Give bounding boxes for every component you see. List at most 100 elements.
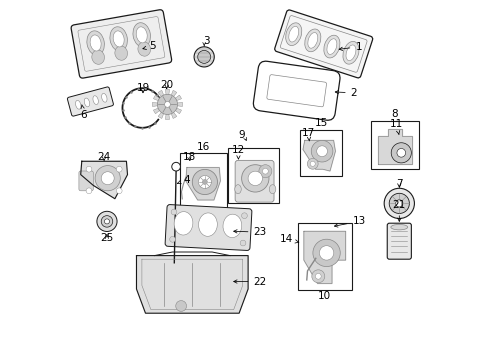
Wedge shape: [167, 102, 182, 107]
Circle shape: [390, 143, 410, 163]
Text: 3: 3: [202, 36, 209, 46]
Ellipse shape: [76, 100, 81, 109]
Text: 11: 11: [389, 119, 403, 135]
Text: 13: 13: [334, 216, 365, 227]
Ellipse shape: [323, 35, 339, 58]
Circle shape: [395, 200, 402, 207]
Wedge shape: [152, 102, 167, 107]
Circle shape: [319, 246, 333, 260]
Circle shape: [95, 166, 120, 191]
Circle shape: [311, 270, 324, 283]
Text: 16: 16: [196, 141, 209, 152]
Text: 14: 14: [279, 234, 298, 244]
FancyBboxPatch shape: [79, 171, 93, 191]
Circle shape: [194, 47, 214, 67]
Ellipse shape: [138, 42, 150, 56]
Circle shape: [175, 301, 186, 311]
Circle shape: [312, 239, 340, 266]
Text: 25: 25: [100, 233, 113, 243]
Ellipse shape: [390, 225, 407, 230]
Text: 17: 17: [302, 128, 315, 141]
Wedge shape: [165, 104, 169, 120]
Ellipse shape: [288, 26, 298, 42]
Wedge shape: [167, 90, 176, 104]
Polygon shape: [377, 129, 411, 164]
Polygon shape: [136, 256, 247, 313]
Text: 9: 9: [238, 130, 245, 140]
Polygon shape: [185, 168, 220, 200]
Ellipse shape: [269, 185, 275, 194]
Ellipse shape: [198, 213, 217, 236]
Text: 1: 1: [339, 42, 361, 52]
Text: 23: 23: [233, 227, 266, 237]
FancyBboxPatch shape: [71, 10, 171, 78]
Circle shape: [388, 193, 408, 213]
Ellipse shape: [174, 212, 192, 235]
Wedge shape: [153, 95, 167, 104]
Circle shape: [86, 188, 92, 194]
Circle shape: [157, 94, 177, 114]
Circle shape: [241, 165, 268, 192]
Ellipse shape: [346, 45, 355, 60]
Ellipse shape: [342, 41, 358, 64]
Circle shape: [309, 161, 315, 166]
FancyBboxPatch shape: [274, 10, 372, 78]
Circle shape: [116, 188, 122, 194]
Wedge shape: [165, 89, 169, 104]
Text: 7: 7: [395, 179, 402, 189]
FancyBboxPatch shape: [165, 204, 251, 251]
Circle shape: [197, 50, 210, 63]
Circle shape: [192, 169, 217, 194]
Text: 5: 5: [142, 41, 156, 51]
Circle shape: [101, 216, 113, 227]
Circle shape: [169, 237, 175, 242]
Ellipse shape: [234, 185, 241, 194]
Text: 19: 19: [136, 83, 149, 93]
Ellipse shape: [304, 29, 320, 52]
Circle shape: [86, 166, 92, 172]
Ellipse shape: [90, 35, 101, 51]
Text: 20: 20: [160, 80, 173, 90]
Circle shape: [262, 168, 268, 174]
Circle shape: [311, 140, 332, 162]
Circle shape: [396, 148, 405, 157]
FancyBboxPatch shape: [235, 161, 273, 202]
Polygon shape: [81, 161, 127, 199]
Text: 24: 24: [97, 152, 110, 162]
Circle shape: [306, 158, 318, 169]
Ellipse shape: [84, 98, 89, 107]
Circle shape: [247, 171, 262, 186]
Text: 18: 18: [182, 152, 195, 162]
Ellipse shape: [102, 93, 107, 102]
Ellipse shape: [87, 31, 104, 55]
FancyBboxPatch shape: [386, 223, 410, 259]
Text: 8: 8: [391, 109, 397, 119]
Ellipse shape: [93, 96, 98, 104]
Circle shape: [241, 213, 247, 219]
Circle shape: [116, 166, 122, 172]
Ellipse shape: [133, 23, 150, 47]
Circle shape: [171, 162, 180, 171]
Circle shape: [101, 172, 114, 185]
Ellipse shape: [285, 23, 301, 46]
Text: 21: 21: [392, 200, 405, 221]
Text: 2: 2: [335, 88, 357, 98]
Circle shape: [198, 175, 211, 188]
Ellipse shape: [223, 214, 241, 238]
Ellipse shape: [92, 50, 104, 64]
Bar: [228, 148, 278, 203]
Ellipse shape: [326, 39, 336, 54]
Text: 4: 4: [177, 175, 189, 185]
Wedge shape: [167, 104, 176, 118]
Text: 6: 6: [81, 105, 87, 120]
Ellipse shape: [113, 31, 124, 47]
Polygon shape: [303, 140, 335, 171]
Bar: [370, 121, 418, 169]
Text: 15: 15: [314, 118, 327, 128]
Polygon shape: [303, 231, 345, 284]
Bar: [179, 153, 226, 209]
Circle shape: [202, 179, 207, 184]
Circle shape: [171, 209, 177, 215]
Ellipse shape: [307, 32, 317, 48]
Circle shape: [164, 102, 170, 107]
